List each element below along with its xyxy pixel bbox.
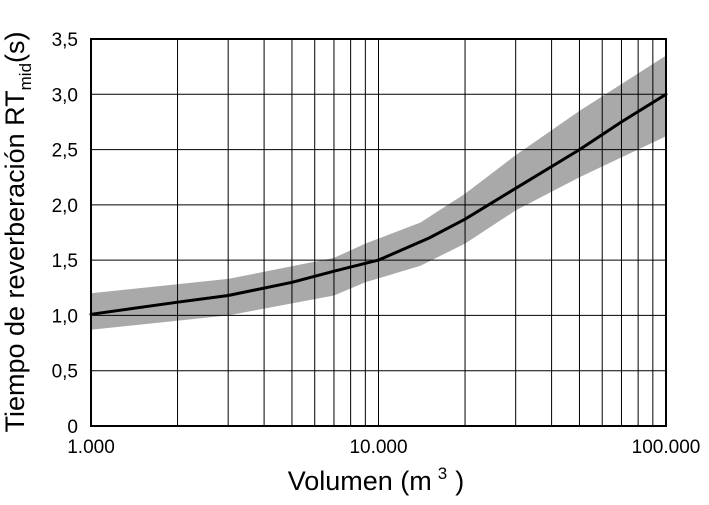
y-tick-label: 2,5 (52, 141, 78, 162)
y-tick-label: 1,0 (52, 306, 78, 327)
x-axis-label-close: ) (455, 466, 464, 496)
x-tick-label: 1.000 (67, 437, 115, 458)
y-tick-label: 0 (67, 417, 78, 438)
series-line-layer (89, 92, 668, 316)
y-axis-label-subscript: mid (16, 63, 35, 90)
series-line (89, 92, 668, 316)
y-axis-label-main: Tiempo de reverberación RT (0, 90, 30, 432)
y-tick-label: 0,5 (52, 362, 78, 383)
y-tick-label: 1,5 (52, 251, 78, 272)
y-axis-label: Tiempo de reverberación RTmid(s) (0, 31, 35, 432)
x-axis-label: Volumen (m 3) (288, 464, 465, 496)
y-tick-label: 3,0 (52, 85, 78, 106)
y-tick-label: 2,0 (52, 196, 78, 217)
y-tick-labels: 0 0,5 1,0 1,5 2,0 2,5 3,0 3,5 (52, 30, 78, 438)
plot-frame (90, 38, 667, 427)
y-axis-label-unit: (s) (0, 31, 30, 62)
x-tick-label: 10.000 (349, 437, 407, 458)
y-tick-label: 3,5 (52, 30, 78, 51)
x-tick-labels: 1.000 10.000 100.000 (67, 437, 700, 458)
x-axis-label-exponent: 3 (438, 464, 447, 483)
x-tick-label: 100.000 (632, 437, 701, 458)
grid-layer (91, 39, 666, 426)
x-axis-label-main: Volumen (m (288, 466, 432, 496)
